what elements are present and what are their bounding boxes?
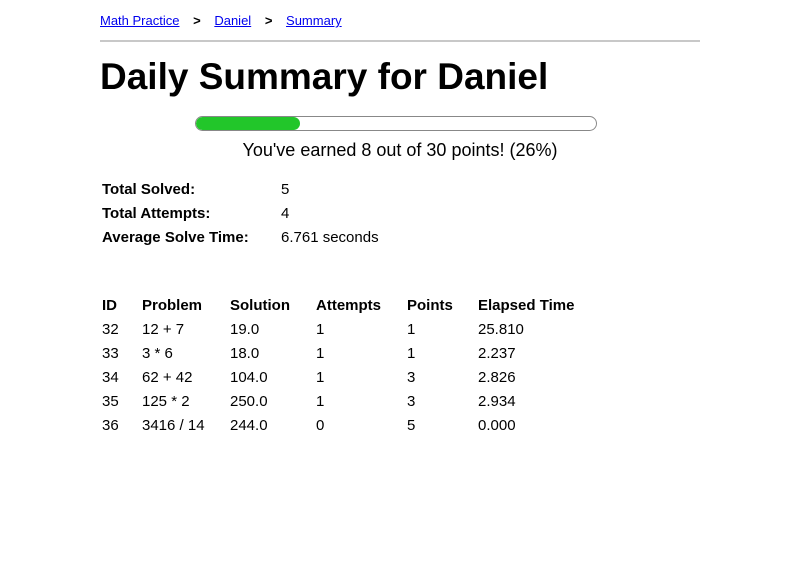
cell-id: 36 [102,417,119,434]
cell-problem: 3 * 6 [142,345,173,362]
cell-elapsed-time: 2.237 [478,345,516,362]
column-header-id: ID [102,297,117,314]
cell-solution: 19.0 [230,321,260,338]
stat-value: 6.761 seconds [281,229,379,246]
cell-elapsed-time: 2.934 [478,393,516,410]
cell-solution: 250.0 [230,393,268,410]
cell-id: 34 [102,369,119,386]
table-header-row: ID Problem Solution Attempts Points Elap… [102,294,608,318]
cell-attempts: 1 [316,369,325,386]
column-header-elapsed-time: Elapsed Time [478,297,575,314]
table-row: 32 12 + 7 19.0 1 1 25.810 [102,318,608,342]
table-row: 34 62 + 42 104.0 1 3 2.826 [102,366,608,390]
progress-bar-fill [196,117,300,130]
cell-elapsed-time: 0.000 [478,417,516,434]
progress-text: You've earned 8 out of 30 points! (26%) [242,140,558,160]
breadcrumb-link-math-practice[interactable]: Math Practice [100,13,180,28]
summary-stats: Total Solved: 5 Total Attempts: 4 Average … [102,180,379,252]
table-row: 36 3416 / 14 244.0 0 5 0.000 [102,414,608,438]
table-row: 35 125 * 2 250.0 1 3 2.934 [102,390,608,414]
page-title: Daily Summary for Daniel [100,56,549,97]
breadcrumb-link-daniel[interactable]: Daniel [214,13,252,28]
breadcrumb-separator: > [193,13,201,28]
stat-value: 5 [281,181,290,198]
stat-row-average-solve-time: Average Solve Time: 6.761 seconds [102,228,379,252]
header-divider [100,40,700,42]
breadcrumb: Math Practice > Daniel > Summary [100,13,342,28]
cell-id: 35 [102,393,119,410]
stat-label: Total Solved: [102,181,196,198]
stat-label: Total Attempts: [102,205,211,222]
cell-problem: 3416 / 14 [142,417,205,434]
cell-points: 3 [407,369,416,386]
cell-elapsed-time: 2.826 [478,369,516,386]
stat-row-total-attempts: Total Attempts: 4 [102,204,379,228]
column-header-attempts: Attempts [316,297,382,314]
column-header-solution: Solution [230,297,290,314]
cell-elapsed-time: 25.810 [478,321,524,338]
column-header-points: Points [407,297,453,314]
cell-attempts: 1 [316,345,325,362]
progress-bar [195,116,597,131]
cell-id: 33 [102,345,119,362]
cell-points: 5 [407,417,416,434]
cell-attempts: 1 [316,321,325,338]
cell-attempts: 0 [316,417,325,434]
stat-label: Average Solve Time: [102,229,249,246]
cell-points: 3 [407,393,416,410]
breadcrumb-link-summary[interactable]: Summary [286,13,342,28]
stat-value: 4 [281,205,290,222]
table-row: 33 3 * 6 18.0 1 1 2.237 [102,342,608,366]
cell-problem: 12 + 7 [142,321,185,338]
column-header-problem: Problem [142,297,203,314]
cell-problem: 62 + 42 [142,369,193,386]
cell-solution: 18.0 [230,345,260,362]
problems-table: ID Problem Solution Attempts Points Elap… [102,294,608,438]
cell-solution: 244.0 [230,417,268,434]
cell-attempts: 1 [316,393,325,410]
cell-points: 1 [407,345,416,362]
cell-solution: 104.0 [230,369,268,386]
cell-id: 32 [102,321,119,338]
cell-problem: 125 * 2 [142,393,190,410]
stat-row-total-solved: Total Solved: 5 [102,180,379,204]
breadcrumb-separator: > [264,13,273,28]
cell-points: 1 [407,321,416,338]
